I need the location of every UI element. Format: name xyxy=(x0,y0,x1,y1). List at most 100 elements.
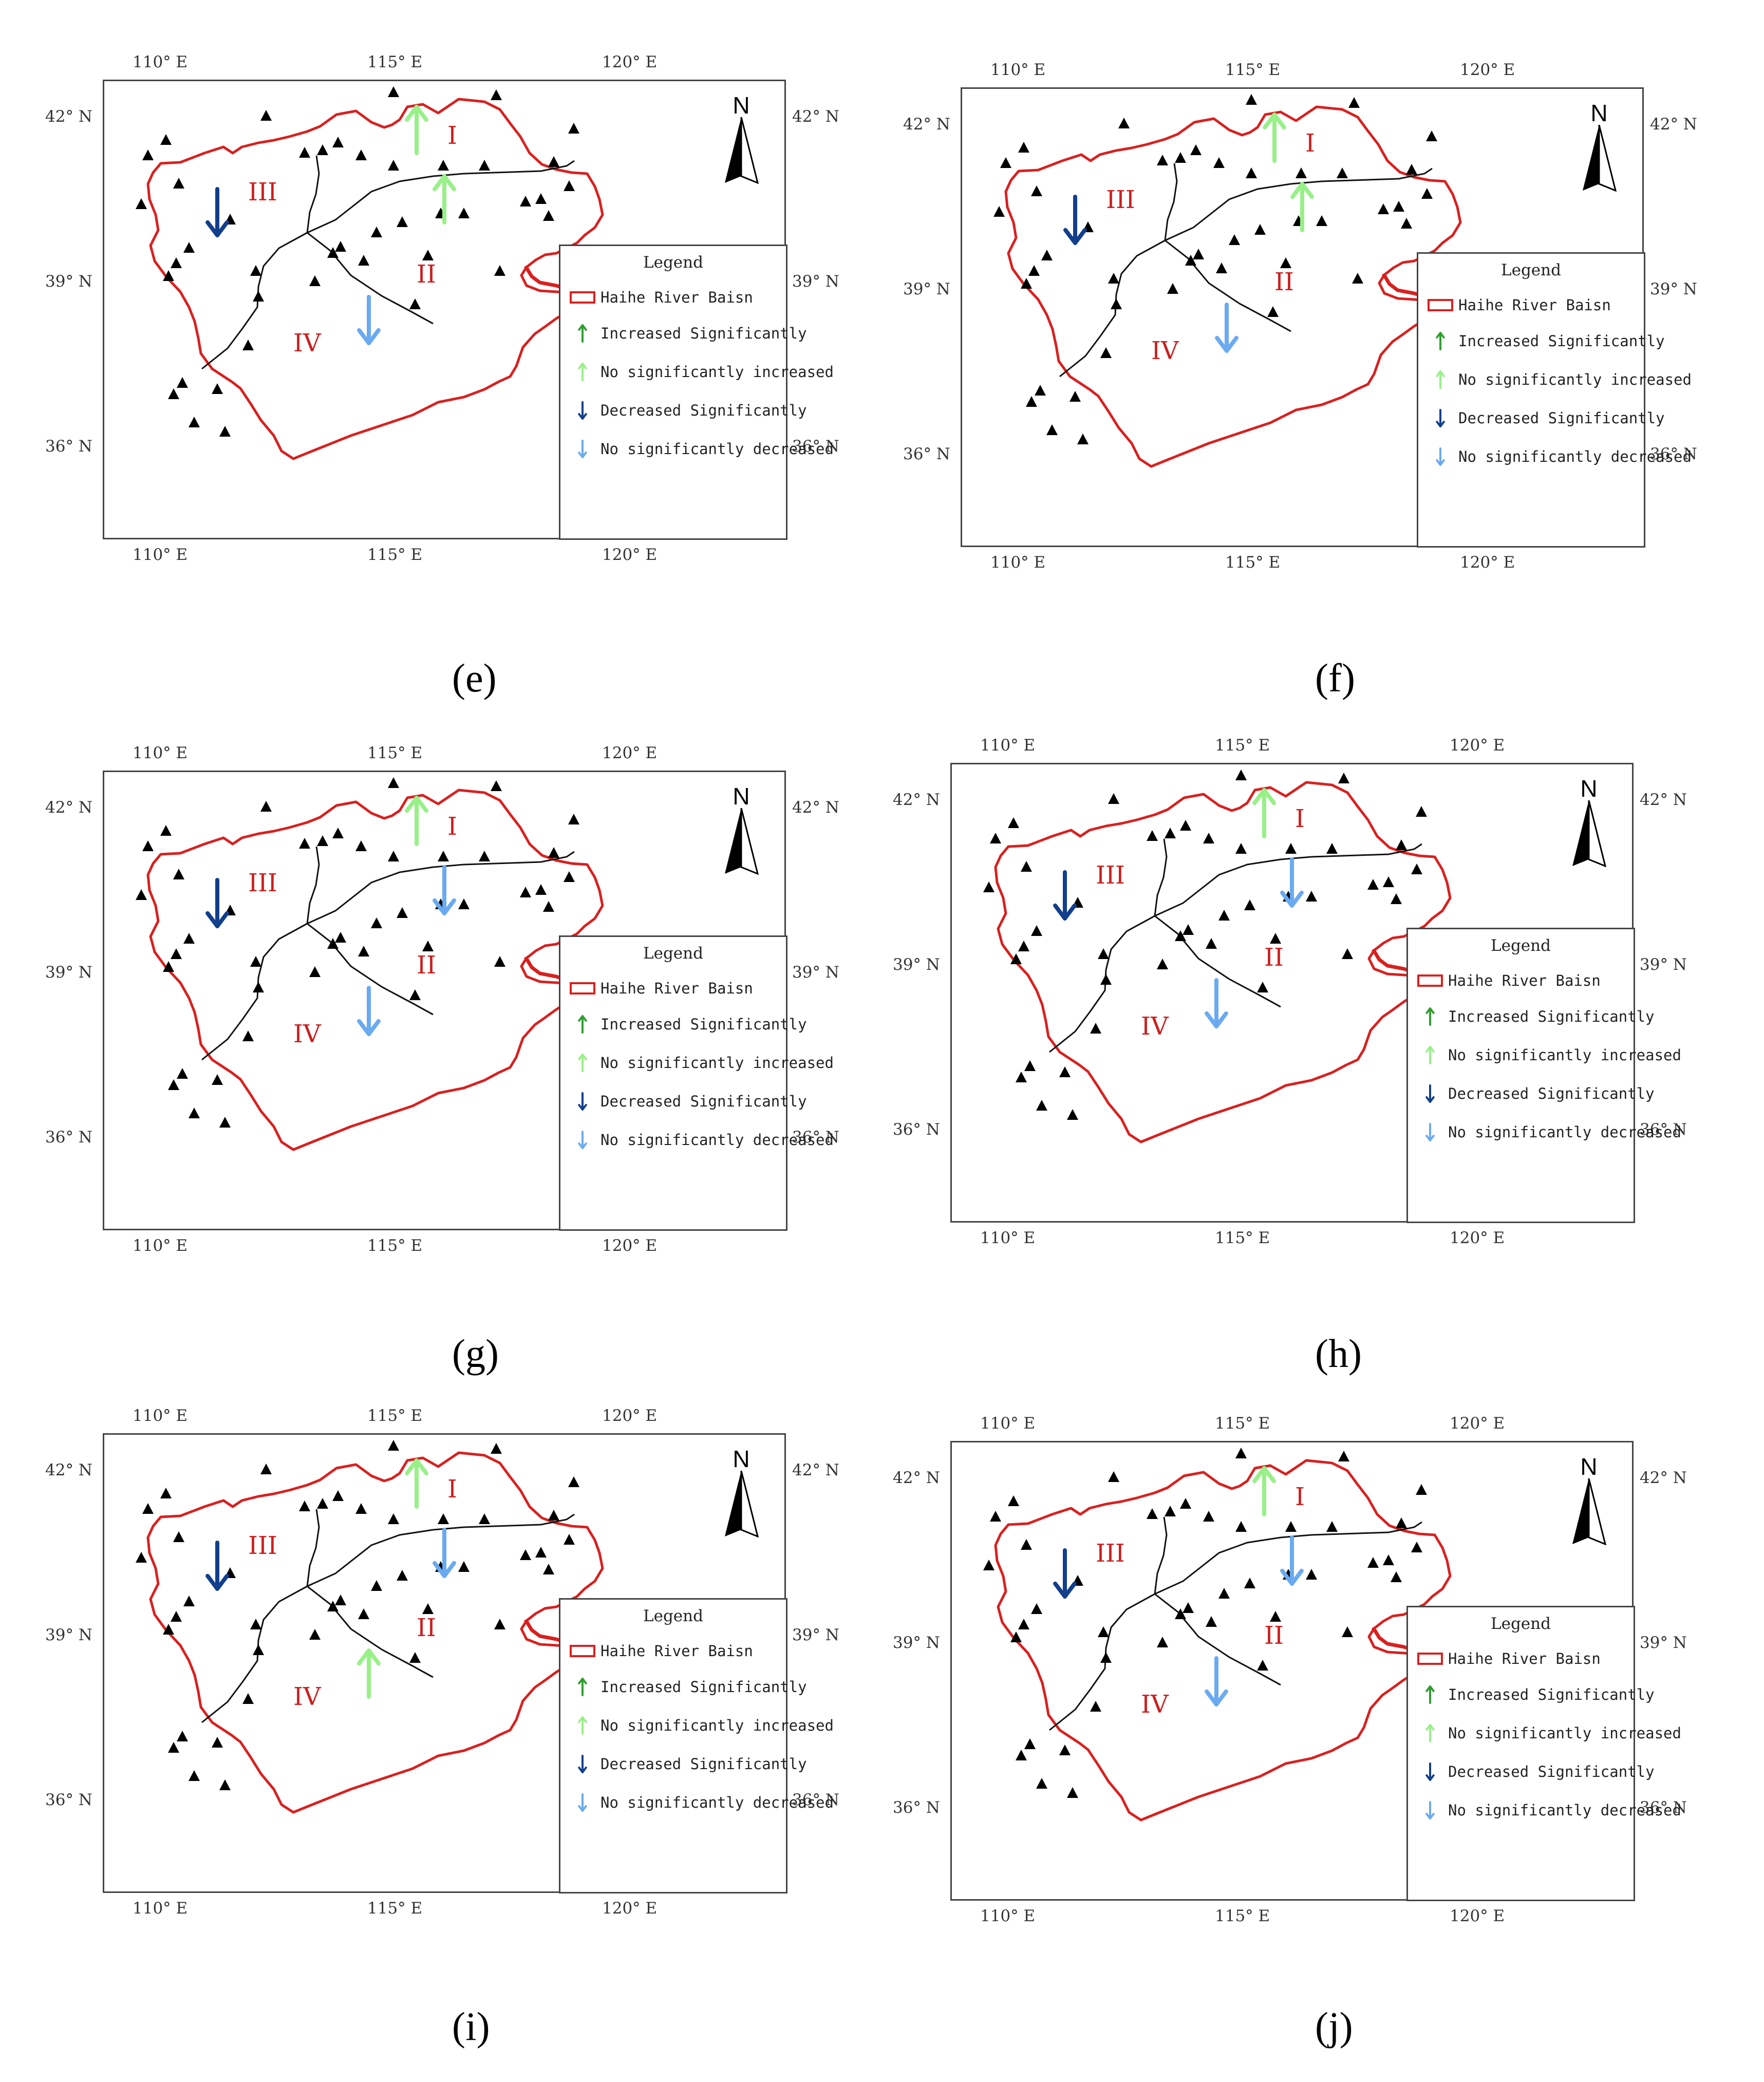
legend-item: No significantly increased xyxy=(1415,1723,1681,1743)
latitude-tick-label: 42° N xyxy=(1650,115,1697,134)
latitude-tick-label: 42° N xyxy=(45,798,92,817)
region-label: I xyxy=(447,121,457,150)
region-label: I xyxy=(447,812,457,841)
map-frame: I II III IV N Legend Haihe River Baisn Increase… xyxy=(950,763,1681,1223)
legend-arrow-icon xyxy=(1436,447,1445,466)
station-marker xyxy=(1296,167,1307,178)
legend-title: Legend xyxy=(643,1607,703,1625)
latitude-tick-label: 39° N xyxy=(45,1626,92,1644)
legend-item: No significantly decreased xyxy=(1425,446,1692,467)
longitude-tick-label: 115° E xyxy=(1215,1414,1270,1433)
station-marker xyxy=(1031,185,1042,196)
station-marker xyxy=(1306,891,1317,902)
region-label: III xyxy=(1096,1539,1125,1568)
latitude-tick-label: 36° N xyxy=(893,1798,940,1817)
station-marker xyxy=(1406,164,1417,175)
basin-boundary xyxy=(994,781,1452,1143)
legend-arrow-icon xyxy=(578,1131,587,1149)
longitude-tick-label: 110° E xyxy=(133,1406,188,1425)
station-marker xyxy=(1157,155,1168,165)
longitude-tick-label: 110° E xyxy=(980,1229,1036,1247)
region-label: II xyxy=(1264,1621,1284,1650)
subregion-boundary xyxy=(306,1509,320,1587)
trend-arrow-region-i xyxy=(1252,788,1276,838)
basin-swatch-icon xyxy=(570,982,595,995)
legend-item-label: Haihe River Baisn xyxy=(1448,972,1601,989)
arrow-up-icon xyxy=(1425,1007,1435,1026)
legend-arrow-icon xyxy=(1425,1724,1435,1742)
region-label: III xyxy=(1096,861,1125,890)
station-marker xyxy=(990,833,1001,843)
station-marker xyxy=(219,426,231,437)
legend-item-label: No significantly increased xyxy=(600,1054,834,1072)
longitude-tick-label: 110° E xyxy=(990,61,1046,79)
station-marker xyxy=(564,871,575,882)
legend-arrow-icon xyxy=(1436,332,1445,350)
station-marker xyxy=(1393,201,1404,212)
region-label: IV xyxy=(293,1682,321,1711)
station-marker xyxy=(1338,1451,1349,1461)
station-marker xyxy=(1157,1637,1168,1647)
trend-arrow-region-iii xyxy=(1063,195,1087,245)
station-marker xyxy=(1270,1611,1281,1622)
trend-arrow-region-ii xyxy=(1290,182,1314,232)
legend-item-label: Decreased Significantly xyxy=(600,1093,807,1110)
longitude-tick-label: 110° E xyxy=(980,1414,1036,1433)
basin-boundary xyxy=(994,1459,1452,1822)
subregion-boundary xyxy=(1165,167,1433,241)
station-marker xyxy=(189,1770,200,1781)
station-marker xyxy=(358,255,369,266)
legend-item-label: No significantly decreased xyxy=(1448,1802,1681,1819)
station-marker xyxy=(1257,982,1268,992)
subregion-boundary xyxy=(306,846,320,924)
station-marker xyxy=(335,1595,346,1605)
latitude-tick-label: 42° N xyxy=(45,1461,92,1479)
legend-title: Legend xyxy=(643,253,703,272)
legend-item-label: Increased Significantly xyxy=(1448,1686,1655,1703)
longitude-tick-label: 110° E xyxy=(133,744,188,762)
legend-arrow-icon xyxy=(578,1092,587,1111)
station-marker xyxy=(1021,861,1032,872)
legend-item-label: Haihe River Baisn xyxy=(1448,1650,1601,1667)
station-marker xyxy=(1411,864,1422,874)
legend-arrow-icon xyxy=(1425,1007,1435,1026)
station-marker xyxy=(1165,828,1176,838)
station-marker xyxy=(491,780,502,791)
arrow-up-icon xyxy=(578,1678,587,1696)
longitude-tick-label: 115° E xyxy=(367,53,423,71)
latitude-tick-label: 39° N xyxy=(1650,280,1697,298)
arrow-up-icon xyxy=(578,1716,587,1735)
legend-arrow-icon xyxy=(1425,1762,1435,1781)
legend-arrow-icon xyxy=(578,1793,587,1812)
subregion-boundary xyxy=(307,1585,434,1678)
region-label: IV xyxy=(293,1020,321,1048)
station-marker xyxy=(1090,1701,1101,1712)
station-marker xyxy=(253,291,264,302)
station-marker xyxy=(309,275,321,286)
arrow-down-icon xyxy=(578,1793,587,1812)
latitude-tick-label: 42° N xyxy=(792,798,839,817)
region-label: III xyxy=(1106,185,1135,214)
legend-item-label: Increased Significantly xyxy=(1458,332,1665,350)
station-marker xyxy=(438,1513,449,1524)
station-marker xyxy=(1342,1626,1353,1637)
station-marker xyxy=(993,206,1005,217)
latitude-tick-label: 39° N xyxy=(792,963,839,982)
subregion-boundary xyxy=(307,851,575,925)
station-marker xyxy=(1218,1588,1230,1599)
latitude-tick-label: 39° N xyxy=(1640,1634,1687,1652)
longitude-tick-label: 110° E xyxy=(133,546,188,564)
station-marker xyxy=(358,946,369,956)
station-marker xyxy=(438,851,449,861)
north-label: N xyxy=(733,92,750,119)
trend-arrow-region-iv xyxy=(357,986,381,1036)
station-marker xyxy=(1203,833,1214,843)
station-marker xyxy=(1147,1508,1158,1519)
station-marker xyxy=(1090,1023,1101,1034)
legend-item: Haihe River Baisn xyxy=(1415,970,1601,991)
station-marker xyxy=(163,270,174,281)
region-label: IV xyxy=(1151,336,1179,365)
region-label: IV xyxy=(1141,1012,1169,1041)
station-marker xyxy=(1367,879,1379,890)
station-marker xyxy=(371,917,382,928)
